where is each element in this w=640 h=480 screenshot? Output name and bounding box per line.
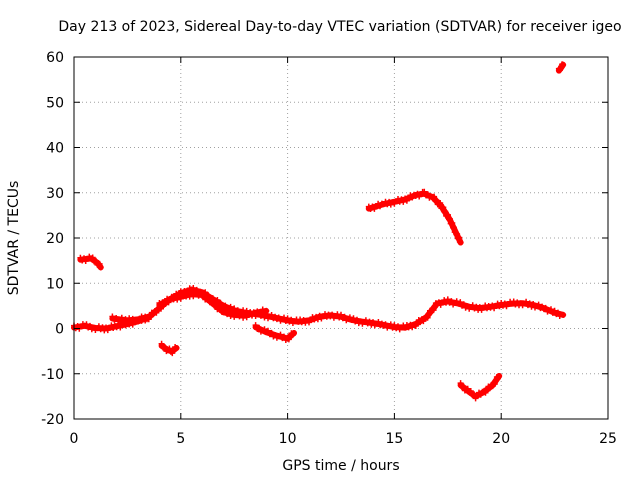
series-points [252, 322, 297, 343]
y-tick-label: -20 [41, 412, 64, 428]
y-axis-ticks: -20 -10 0 10 20 30 40 50 60 [41, 50, 608, 428]
y-tick-label: 40 [46, 141, 64, 157]
series-points [158, 340, 180, 357]
series-points [156, 289, 270, 321]
y-axis-label: SDTVAR / TECUs [6, 181, 22, 296]
x-axis-ticks: 0 5 10 15 20 25 [70, 57, 617, 447]
x-tick-label: 20 [492, 431, 510, 447]
y-tick-label: 0 [55, 322, 64, 338]
series-early-low [158, 340, 180, 357]
series-points [457, 373, 503, 402]
series-points [365, 188, 464, 246]
series-low-dip-a [252, 322, 297, 343]
y-tick-label: 10 [46, 276, 64, 292]
series-late-spike [555, 61, 567, 74]
y-tick-label: 50 [46, 95, 64, 111]
y-tick-label: 30 [46, 186, 64, 202]
series-low-dip-b [109, 313, 152, 325]
x-axis-label: GPS time / hours [282, 458, 399, 474]
x-tick-label: 0 [70, 431, 79, 447]
x-tick-label: 25 [599, 431, 617, 447]
y-tick-label: 20 [46, 231, 64, 247]
series-points [109, 313, 152, 325]
grid-lines [74, 57, 608, 419]
data-series [71, 61, 567, 402]
x-tick-label: 15 [385, 431, 403, 447]
series-points [77, 253, 104, 271]
series-evening-arc [365, 188, 464, 246]
x-tick-label: 10 [279, 431, 297, 447]
series-main [71, 285, 567, 334]
series-early-high [77, 253, 104, 271]
series-points [555, 61, 567, 74]
series-lower-band [156, 289, 270, 321]
series-band [71, 286, 567, 332]
x-tick-label: 5 [176, 431, 185, 447]
series-night-dip [457, 373, 503, 402]
y-tick-label: 60 [46, 50, 64, 66]
chart-title: Day 213 of 2023, Sidereal Day-to-day VTE… [58, 19, 621, 35]
y-tick-label: -10 [41, 367, 64, 383]
